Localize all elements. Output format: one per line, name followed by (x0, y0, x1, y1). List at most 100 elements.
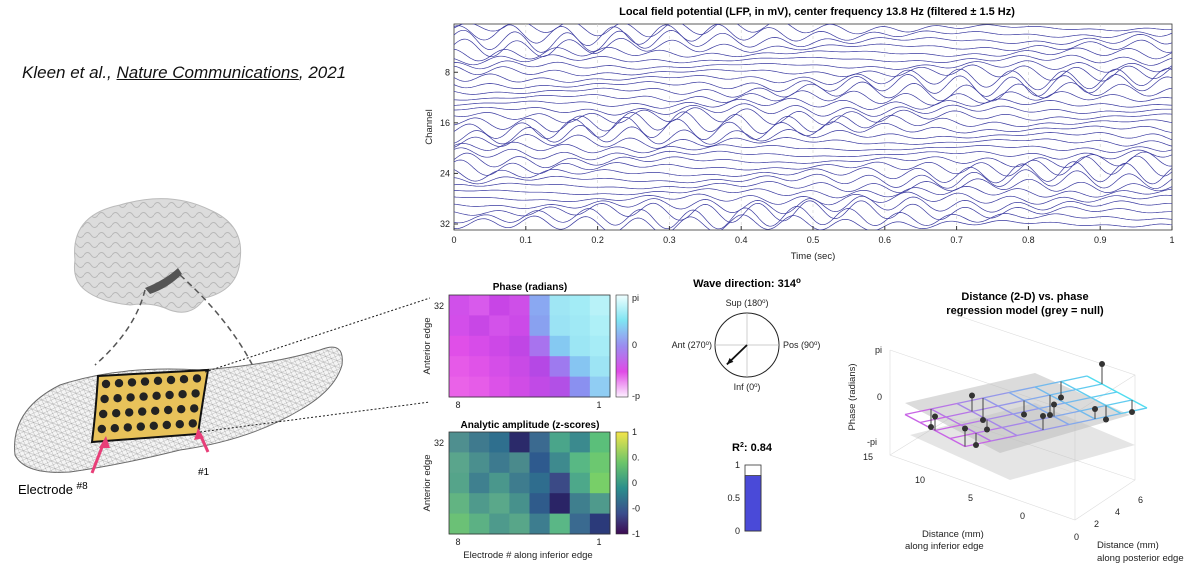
electrode-dot (123, 423, 132, 432)
lfp-channel-trace (454, 64, 1172, 82)
electrode-dot (140, 377, 150, 386)
r2-tick-1: 1 (735, 460, 740, 470)
phase-cell (549, 295, 571, 316)
lfp-ytick: 24 (440, 168, 450, 178)
wave-direction-compass: Wave direction: 314o Sup (180o) Pos (90o… (672, 276, 821, 392)
phase-cell (549, 356, 571, 378)
lfp-xtick: 0.2 (591, 235, 604, 245)
lfp-ytick: 8 (445, 67, 450, 77)
amp-xtick-right: 1 (596, 537, 601, 547)
phase-cell (529, 356, 551, 378)
amp-cell (589, 472, 611, 494)
lfp-channel-trace (454, 169, 1172, 190)
phase-cell (589, 315, 611, 337)
electrode-1-arrow (194, 428, 210, 453)
phase-cell (509, 356, 530, 378)
lfp-channel-trace (454, 141, 1172, 154)
amp-cell (449, 432, 470, 453)
phase-cell (529, 295, 551, 316)
electrode-dot (188, 419, 197, 428)
electrode-dot (175, 420, 184, 429)
reg-post-tick-4: 4 (1115, 507, 1120, 517)
amp-cell (569, 432, 591, 453)
lfp-xtick: 0.7 (950, 235, 963, 245)
amp-ylabel: Anterior edge (422, 454, 433, 511)
amp-cell (509, 493, 530, 515)
phase-cb-mid: 0 (632, 340, 637, 350)
lfp-channel-trace (454, 125, 1172, 145)
amp-cell (569, 452, 591, 474)
amp-cell (489, 493, 510, 515)
amp-colorbar (615, 431, 629, 535)
electrode-dot (191, 389, 200, 398)
wave-direction-arrow (726, 344, 748, 366)
lfp-channel-trace (454, 103, 1172, 117)
amp-xtick-left: 8 (455, 537, 460, 547)
phase-cell (589, 376, 611, 398)
amp-cb-tick: 0 (632, 478, 637, 488)
phase-title: Phase (radians) (493, 282, 567, 293)
lfp-channel-trace (454, 24, 1172, 38)
reg-data-point (1058, 394, 1064, 401)
lfp-channel-trace (454, 29, 1172, 53)
citation-authors: Kleen et al., (22, 63, 112, 82)
amp-cell (529, 493, 551, 515)
electrode-dot (177, 405, 186, 414)
electrode-dot (162, 420, 171, 430)
phase-cell (489, 315, 510, 337)
amp-cell (449, 493, 470, 515)
reg-inf-label-2: along inferior edge (905, 541, 984, 552)
reg-data-point (973, 442, 979, 448)
lfp-channel-trace (454, 90, 1172, 106)
electrode-dot (101, 379, 111, 389)
amp-cell (509, 513, 530, 535)
electrode-dot (165, 390, 174, 400)
citation-journal: Nature Communications (116, 63, 299, 82)
amp-cell (469, 432, 490, 453)
phase-cell (529, 315, 551, 337)
wave-ant-label: Ant (270o) (672, 340, 712, 350)
reg-data-point (1051, 401, 1057, 408)
lfp-channel-trace (454, 155, 1172, 177)
amp-cell (589, 513, 611, 535)
lfp-xlabel: Time (sec) (791, 251, 836, 262)
lfp-channel-trace (454, 186, 1172, 199)
phase-xtick-left: 8 (455, 400, 460, 410)
lfp-channel-trace (454, 107, 1172, 126)
phase-cell (589, 335, 611, 357)
amp-cell (529, 513, 551, 535)
electrode-dot (99, 409, 108, 419)
lfp-channel-trace (454, 54, 1172, 66)
lfp-channel-trace (454, 74, 1172, 97)
amp-cell (569, 493, 591, 515)
electrode-dot (114, 379, 124, 388)
amp-cell (469, 493, 490, 515)
lfp-channel-trace (454, 24, 1172, 46)
reg-data-point (984, 426, 990, 433)
amp-cell (529, 452, 551, 474)
lfp-xtick: 0.3 (663, 235, 676, 245)
reg-post-tick-2: 2 (1094, 519, 1099, 529)
wave-sup-label: Sup (180o) (726, 298, 769, 308)
lfp-channel-trace (454, 116, 1172, 140)
lfp-channel-trace (454, 97, 1172, 110)
phase-cell (589, 356, 611, 378)
lfp-xtick: 0.8 (1022, 235, 1035, 245)
reg-ztick-negpi: -pi (867, 437, 877, 447)
lfp-xtick: 1 (1169, 235, 1174, 245)
amp-cell (509, 452, 530, 474)
reg-ztick-pi: pi (875, 345, 882, 355)
wave-title: Wave direction: 314o (693, 276, 801, 290)
electrode-dot (192, 374, 202, 383)
electrode-dot (126, 393, 135, 402)
lfp-channel-trace (454, 161, 1172, 185)
phase-heatmap: Phase (radians) 32 8 1 Anterior edge pi … (422, 282, 640, 410)
regression-3d-plot: Distance (2-D) vs. phase regression mode… (847, 291, 1184, 564)
amp-cell (589, 452, 611, 474)
reg-post-label-2: along posterior edge (1097, 553, 1184, 564)
lfp-channel-trace (454, 151, 1172, 169)
amp-cell (569, 513, 591, 535)
amp-cb-tick: 1 (632, 427, 637, 437)
lfp-chart: Local field potential (LFP, in mV), cent… (424, 6, 1175, 262)
phase-cell (509, 335, 530, 357)
